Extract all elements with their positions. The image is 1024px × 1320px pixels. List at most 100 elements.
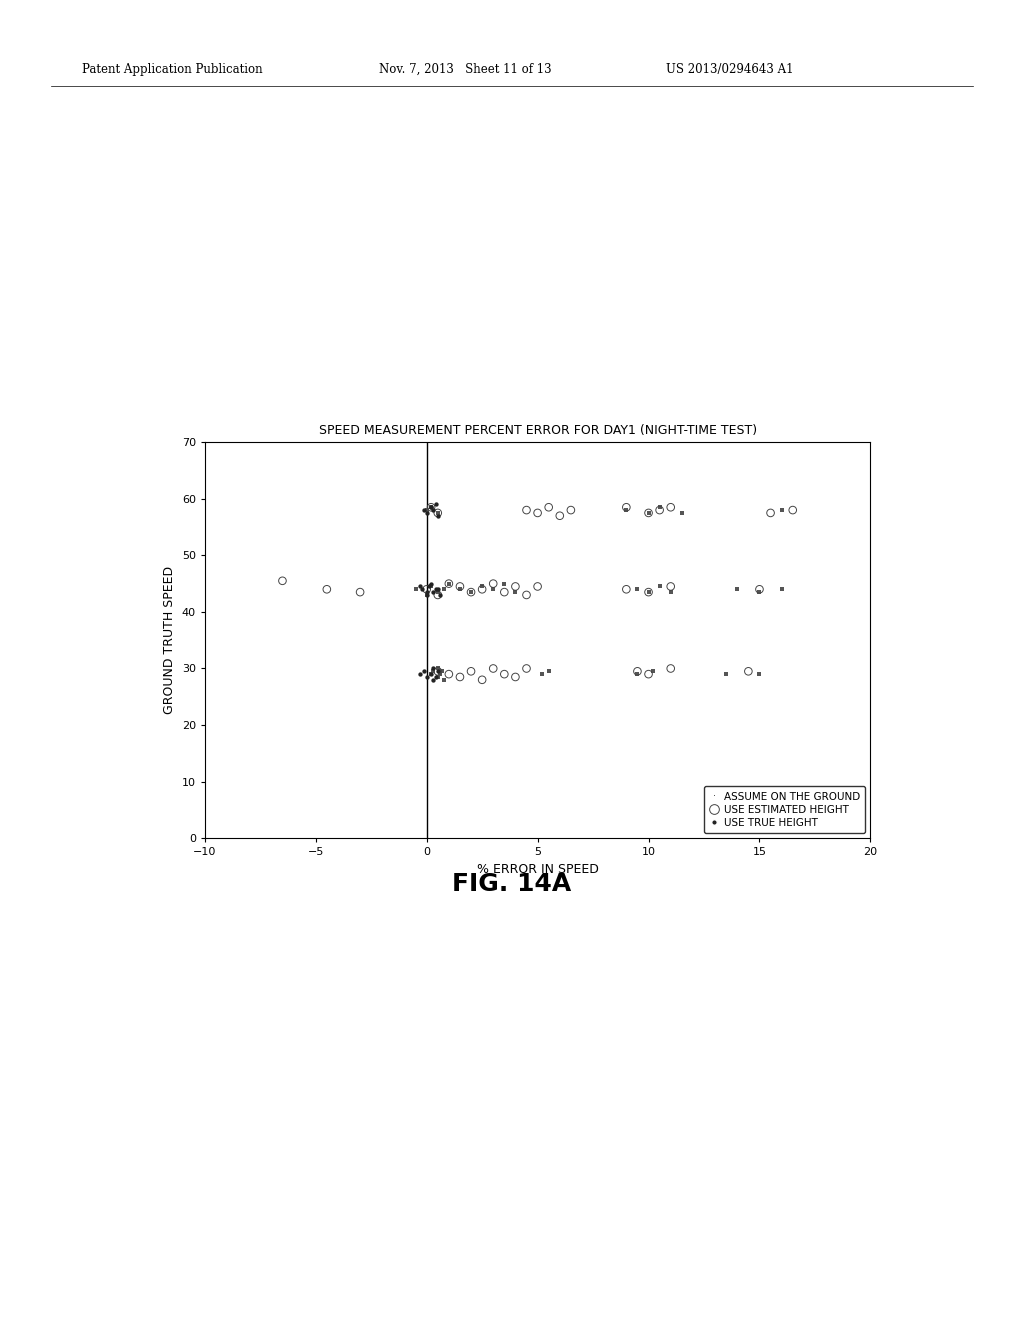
- Point: [651, 496, 668, 517]
- Point: [419, 585, 435, 606]
- Point: [640, 664, 656, 685]
- Point: [773, 499, 790, 520]
- Point: [430, 578, 446, 599]
- Point: [663, 582, 679, 603]
- Point: [507, 576, 523, 597]
- Point: [474, 578, 490, 599]
- Point: [752, 578, 768, 599]
- Point: [430, 582, 446, 603]
- Point: [534, 664, 550, 685]
- Point: [485, 578, 502, 599]
- Point: [463, 661, 479, 682]
- Point: [430, 503, 446, 524]
- Point: [423, 496, 439, 517]
- Point: [663, 576, 679, 597]
- Point: [640, 582, 656, 603]
- Point: [412, 664, 428, 685]
- Point: [518, 499, 535, 520]
- Y-axis label: GROUND TRUTH SPEED: GROUND TRUTH SPEED: [163, 566, 176, 714]
- Point: [318, 578, 335, 599]
- Point: [430, 503, 446, 524]
- Point: [412, 576, 428, 597]
- Point: [414, 578, 430, 599]
- Point: [436, 669, 453, 690]
- Point: [419, 667, 435, 688]
- Point: [640, 503, 656, 524]
- Point: [752, 582, 768, 603]
- Point: [434, 661, 451, 682]
- Point: [474, 576, 490, 597]
- Title: SPEED MEASUREMENT PERCENT ERROR FOR DAY1 (NIGHT-TIME TEST): SPEED MEASUREMENT PERCENT ERROR FOR DAY1…: [318, 424, 757, 437]
- Point: [485, 657, 502, 678]
- Point: [618, 499, 635, 520]
- Point: [423, 496, 439, 517]
- Point: [474, 669, 490, 690]
- Point: [430, 661, 446, 682]
- Point: [729, 578, 745, 599]
- Point: [651, 499, 668, 520]
- Point: [529, 503, 546, 524]
- Point: [423, 664, 439, 685]
- Point: [463, 582, 479, 603]
- Point: [507, 582, 523, 603]
- Point: [718, 664, 734, 685]
- Point: [423, 576, 439, 597]
- Text: US 2013/0294643 A1: US 2013/0294643 A1: [666, 62, 794, 75]
- Point: [629, 664, 646, 685]
- Text: Nov. 7, 2013   Sheet 11 of 13: Nov. 7, 2013 Sheet 11 of 13: [379, 62, 552, 75]
- Point: [452, 576, 468, 597]
- Point: [425, 669, 441, 690]
- Point: [773, 578, 790, 599]
- Point: [419, 578, 435, 599]
- Point: [430, 506, 446, 527]
- Point: [529, 576, 546, 597]
- Point: [436, 578, 453, 599]
- Point: [497, 582, 513, 603]
- Point: [419, 503, 435, 524]
- Point: [541, 496, 557, 517]
- Point: [425, 499, 441, 520]
- Point: [352, 582, 369, 603]
- Point: [640, 582, 656, 603]
- Point: [432, 664, 449, 685]
- Point: [417, 499, 433, 520]
- Point: [541, 661, 557, 682]
- Point: [440, 573, 457, 594]
- Point: [763, 503, 779, 524]
- Point: [417, 661, 433, 682]
- Point: [452, 578, 468, 599]
- Point: [427, 494, 443, 515]
- Point: [440, 573, 457, 594]
- Point: [618, 578, 635, 599]
- Legend: ASSUME ON THE GROUND, USE ESTIMATED HEIGHT, USE TRUE HEIGHT: ASSUME ON THE GROUND, USE ESTIMATED HEIG…: [703, 787, 865, 833]
- Point: [408, 578, 424, 599]
- Point: [497, 664, 513, 685]
- Point: [485, 573, 502, 594]
- Point: [427, 667, 443, 688]
- Point: [497, 573, 513, 594]
- Point: [518, 585, 535, 606]
- Point: [432, 585, 449, 606]
- Point: [518, 657, 535, 678]
- Text: FIG. 14A: FIG. 14A: [453, 873, 571, 896]
- Point: [427, 578, 443, 599]
- Point: [663, 496, 679, 517]
- Point: [752, 664, 768, 685]
- Point: [640, 503, 656, 524]
- Point: [674, 503, 690, 524]
- Point: [440, 664, 457, 685]
- Point: [740, 661, 757, 682]
- Point: [423, 664, 439, 685]
- Point: [430, 667, 446, 688]
- Point: [629, 578, 646, 599]
- Point: [419, 499, 435, 520]
- Point: [563, 499, 580, 520]
- Point: [663, 657, 679, 678]
- Point: [419, 582, 435, 603]
- Point: [430, 657, 446, 678]
- Point: [552, 506, 568, 527]
- Point: [425, 582, 441, 603]
- Point: [274, 570, 291, 591]
- Point: [430, 585, 446, 606]
- Point: [618, 496, 635, 517]
